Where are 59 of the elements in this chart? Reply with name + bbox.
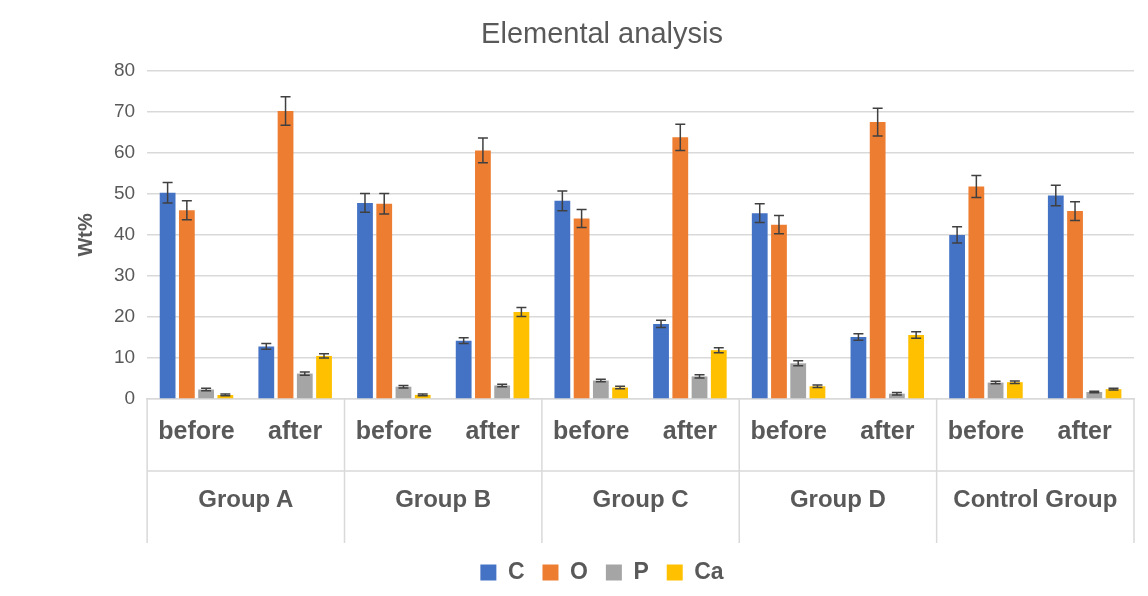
y-tick-label: 70 xyxy=(113,100,136,122)
bar xyxy=(1067,211,1083,399)
x-tick-label: before xyxy=(355,415,433,444)
bar xyxy=(869,122,886,399)
y-tick-label: 0 xyxy=(124,387,136,409)
bar xyxy=(277,111,294,399)
y-tick-label: 30 xyxy=(113,264,136,286)
y-tick-label: 20 xyxy=(113,305,136,327)
bar xyxy=(513,312,530,399)
bar xyxy=(494,385,511,399)
bar xyxy=(475,150,491,399)
text: Group C xyxy=(592,484,689,512)
bar xyxy=(653,323,669,399)
x-tick-label: after xyxy=(662,415,718,444)
bar xyxy=(691,376,708,399)
x-tick-label: before xyxy=(947,415,1025,444)
chart-title: Elemental analysis xyxy=(481,17,723,50)
legend-label: O xyxy=(569,557,588,584)
text: Control Group xyxy=(953,484,1118,512)
bar xyxy=(258,346,275,399)
x-tick-label: after xyxy=(268,415,323,444)
bar xyxy=(159,192,176,399)
y-tick-label: 60 xyxy=(113,141,136,163)
bar xyxy=(296,373,313,399)
x-tick-label: after xyxy=(1057,415,1113,444)
bar xyxy=(376,203,393,399)
bar xyxy=(554,200,571,399)
legend-label: P xyxy=(633,557,649,584)
bar xyxy=(850,337,867,399)
legend-label: Ca xyxy=(694,557,724,584)
y-tick-label: 40 xyxy=(113,223,136,245)
bar xyxy=(178,210,195,399)
y-tick-label: 10 xyxy=(113,346,136,368)
bar xyxy=(949,234,965,399)
x-tick-label: after xyxy=(465,415,520,444)
legend-label: C xyxy=(507,557,525,584)
y-axis-title: Wt% xyxy=(73,213,96,257)
bar xyxy=(357,202,373,399)
x-tick-label: before xyxy=(553,415,630,444)
bar xyxy=(1006,382,1023,399)
bar xyxy=(316,355,332,399)
x-tick-label: before xyxy=(750,415,827,444)
text: Group B xyxy=(395,484,492,512)
bar xyxy=(908,335,925,399)
bar xyxy=(751,213,768,399)
y-tick-label: 80 xyxy=(113,59,136,81)
bar xyxy=(1047,195,1064,399)
bar xyxy=(968,186,985,399)
bar xyxy=(790,363,807,399)
bar xyxy=(455,340,472,399)
bar xyxy=(672,137,689,399)
x-tick-label: after xyxy=(860,415,915,444)
x-tick-label: before xyxy=(158,415,235,444)
text: Group D xyxy=(789,484,886,512)
bar xyxy=(710,350,727,399)
bar xyxy=(573,218,590,399)
text: Group A xyxy=(198,484,294,512)
y-tick-label: 50 xyxy=(113,182,136,204)
bar xyxy=(771,224,787,399)
